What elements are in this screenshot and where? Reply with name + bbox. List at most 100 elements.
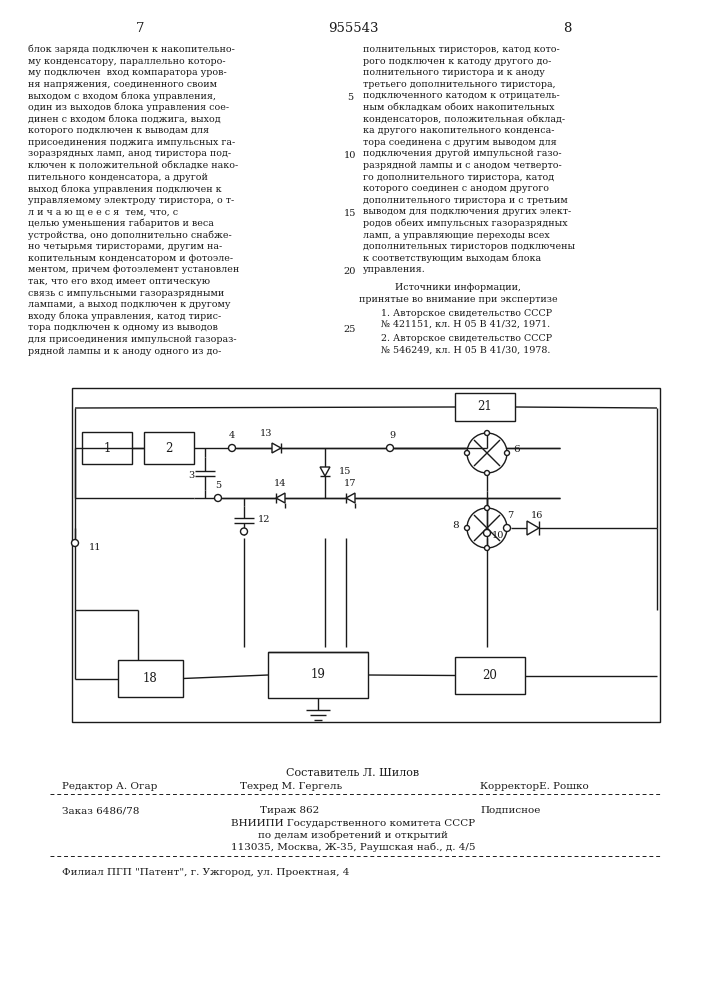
Circle shape [484, 430, 489, 436]
Bar [72, 388, 660, 722]
Text: рядной лампы и к аноду одного из до-: рядной лампы и к аноду одного из до- [28, 347, 221, 356]
Text: но четырьмя тиристорами, другим на-: но четырьмя тиристорами, другим на- [28, 242, 222, 251]
Text: 12: 12 [258, 516, 271, 524]
Bar [455, 657, 525, 694]
Text: ментом, причем фотоэлемент установлен: ментом, причем фотоэлемент установлен [28, 265, 239, 274]
Text: выход блока управления подключен к: выход блока управления подключен к [28, 184, 221, 194]
Circle shape [387, 444, 394, 452]
Circle shape [484, 530, 491, 536]
Text: 2: 2 [165, 442, 173, 454]
Text: третьего дополнительного тиристора,: третьего дополнительного тиристора, [363, 80, 556, 89]
Text: которого подключен к выводам для: которого подключен к выводам для [28, 126, 209, 135]
Text: один из выходов блока управления сое-: один из выходов блока управления сое- [28, 103, 229, 112]
Circle shape [214, 494, 221, 502]
Circle shape [484, 546, 489, 550]
Text: му подключен  вход компаратора уров-: му подключен вход компаратора уров- [28, 68, 227, 77]
Text: Подписное: Подписное [480, 806, 540, 815]
Text: ня напряжения, соединенного своим: ня напряжения, соединенного своим [28, 80, 217, 89]
Bar [118, 660, 183, 697]
Text: Источники информации,: Источники информации, [395, 283, 521, 292]
Text: для присоединения импульсной газораз-: для присоединения импульсной газораз- [28, 335, 237, 344]
Polygon shape [276, 493, 285, 503]
Circle shape [467, 508, 507, 548]
Text: подключения другой импульсной газо-: подключения другой импульсной газо- [363, 149, 561, 158]
Text: 6: 6 [513, 446, 520, 454]
Text: Редактор А. Огар: Редактор А. Огар [62, 782, 158, 791]
Text: ламп, а управляющие переходы всех: ламп, а управляющие переходы всех [363, 231, 550, 240]
Text: 9: 9 [389, 430, 395, 440]
Text: 113035, Москва, Ж-35, Раушская наб., д. 4/5: 113035, Москва, Ж-35, Раушская наб., д. … [230, 843, 475, 852]
Text: 15: 15 [339, 466, 351, 476]
Text: 15: 15 [344, 209, 356, 218]
Text: выходом с входом блока управления,: выходом с входом блока управления, [28, 91, 216, 101]
Text: 4: 4 [229, 430, 235, 440]
Text: 2. Авторское свидетельство СССР: 2. Авторское свидетельство СССР [381, 334, 552, 343]
Text: управляемому электроду тиристора, о т-: управляемому электроду тиристора, о т- [28, 196, 234, 205]
Text: родов обеих импульсных газоразрядных: родов обеих импульсных газоразрядных [363, 219, 568, 229]
Circle shape [464, 450, 469, 456]
Text: 8: 8 [452, 520, 459, 530]
Text: 7: 7 [507, 510, 513, 520]
Text: 21: 21 [478, 400, 492, 414]
Circle shape [71, 540, 78, 546]
Text: Техред М. Гергель: Техред М. Гергель [240, 782, 342, 791]
Text: полнительных тиристоров, катод кото-: полнительных тиристоров, катод кото- [363, 45, 560, 54]
Text: ключен к положительной обкладке нако-: ключен к положительной обкладке нако- [28, 161, 238, 170]
Text: 17: 17 [344, 480, 356, 488]
Text: разрядной лампы и с анодом четверто-: разрядной лампы и с анодом четверто- [363, 161, 562, 170]
Text: 5: 5 [347, 93, 353, 102]
Bar [268, 652, 368, 698]
Circle shape [484, 506, 489, 510]
Text: так, что его вход имеет оптическую: так, что его вход имеет оптическую [28, 277, 210, 286]
Circle shape [484, 471, 489, 476]
Text: 25: 25 [344, 325, 356, 334]
Text: тора соединена с другим выводом для: тора соединена с другим выводом для [363, 138, 556, 147]
Text: входу блока управления, катод тирис-: входу блока управления, катод тирис- [28, 312, 221, 321]
Text: 10: 10 [344, 151, 356, 160]
Circle shape [467, 433, 507, 473]
Text: по делам изобретений и открытий: по делам изобретений и открытий [258, 831, 448, 840]
Polygon shape [346, 493, 355, 503]
Text: Составитель Л. Шилов: Составитель Л. Шилов [286, 768, 419, 778]
Circle shape [228, 444, 235, 452]
Text: тора подключен к одному из выводов: тора подключен к одному из выводов [28, 323, 218, 332]
Text: полнительного тиристора и к аноду: полнительного тиристора и к аноду [363, 68, 545, 77]
Text: л и ч а ю щ е е с я  тем, что, с: л и ч а ю щ е е с я тем, что, с [28, 207, 178, 216]
Text: которого соединен с анодом другого: которого соединен с анодом другого [363, 184, 549, 193]
Text: № 546249, кл. Н 05 В 41/30, 1978.: № 546249, кл. Н 05 В 41/30, 1978. [381, 346, 550, 355]
Text: выводом для подключения других элект-: выводом для подключения других элект- [363, 207, 571, 216]
Text: 20: 20 [483, 669, 498, 682]
Text: лампами, а выход подключен к другому: лампами, а выход подключен к другому [28, 300, 230, 309]
Bar [144, 432, 194, 464]
Text: дополнительных тиристоров подключены: дополнительных тиристоров подключены [363, 242, 575, 251]
Circle shape [240, 528, 247, 535]
Text: го дополнительного тиристора, катод: го дополнительного тиристора, катод [363, 173, 554, 182]
Text: 16: 16 [531, 510, 544, 520]
Text: 8: 8 [563, 22, 571, 35]
Text: 13: 13 [259, 430, 272, 438]
Text: присоединения поджига импульсных га-: присоединения поджига импульсных га- [28, 138, 235, 147]
Circle shape [505, 526, 510, 530]
Text: конденсаторов, положительная обклад-: конденсаторов, положительная обклад- [363, 115, 565, 124]
Text: 10: 10 [492, 532, 504, 540]
Text: Заказ 6486/78: Заказ 6486/78 [62, 806, 139, 815]
Text: устройства, оно дополнительно снабже-: устройства, оно дополнительно снабже- [28, 231, 232, 240]
Text: ка другого накопительного конденса-: ка другого накопительного конденса- [363, 126, 554, 135]
Polygon shape [272, 443, 281, 453]
Polygon shape [527, 521, 539, 535]
Polygon shape [320, 467, 330, 476]
Text: ВНИИПИ Государственного комитета СССР: ВНИИПИ Государственного комитета СССР [231, 819, 475, 828]
Text: связь с импульсными газоразрядными: связь с импульсными газоразрядными [28, 289, 224, 298]
Bar [82, 432, 132, 464]
Text: пительного конденсатора, а другой: пительного конденсатора, а другой [28, 173, 208, 182]
Text: 1: 1 [103, 442, 111, 454]
Circle shape [464, 526, 469, 530]
Text: копительным конденсатором и фотоэле-: копительным конденсатором и фотоэле- [28, 254, 233, 263]
Text: принятые во внимание при экспертизе: принятые во внимание при экспертизе [358, 295, 557, 304]
Circle shape [505, 450, 510, 456]
Bar [455, 393, 515, 421]
Text: ным обкладкам обоих накопительных: ным обкладкам обоих накопительных [363, 103, 554, 112]
Text: 11: 11 [89, 542, 102, 552]
Text: му конденсатору, параллельно которо-: му конденсатору, параллельно которо- [28, 57, 226, 66]
Text: Тираж 862: Тираж 862 [260, 806, 320, 815]
